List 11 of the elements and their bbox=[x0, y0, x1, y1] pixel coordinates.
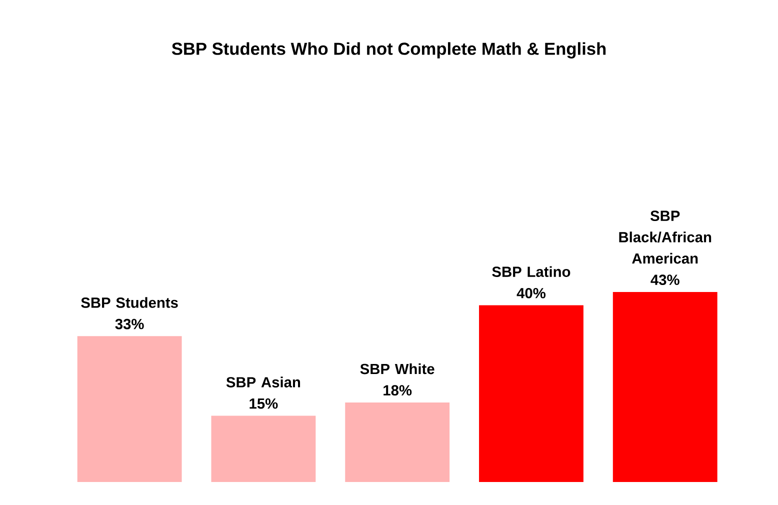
data-label: SBP Black/African American 43% bbox=[619, 210, 712, 286]
bar bbox=[211, 416, 316, 482]
chart-title: SBP Students Who Did not Complete Math & English bbox=[172, 42, 606, 58]
bar bbox=[77, 336, 182, 482]
data-label: SBP White 18% bbox=[360, 363, 434, 396]
bar bbox=[345, 402, 450, 482]
data-label: SBP Latino 40% bbox=[492, 266, 570, 298]
data-label: SBP Students 33% bbox=[81, 297, 178, 330]
bar bbox=[479, 305, 584, 482]
data-label: SBP Asian 15% bbox=[226, 376, 300, 409]
bar bbox=[612, 292, 718, 482]
